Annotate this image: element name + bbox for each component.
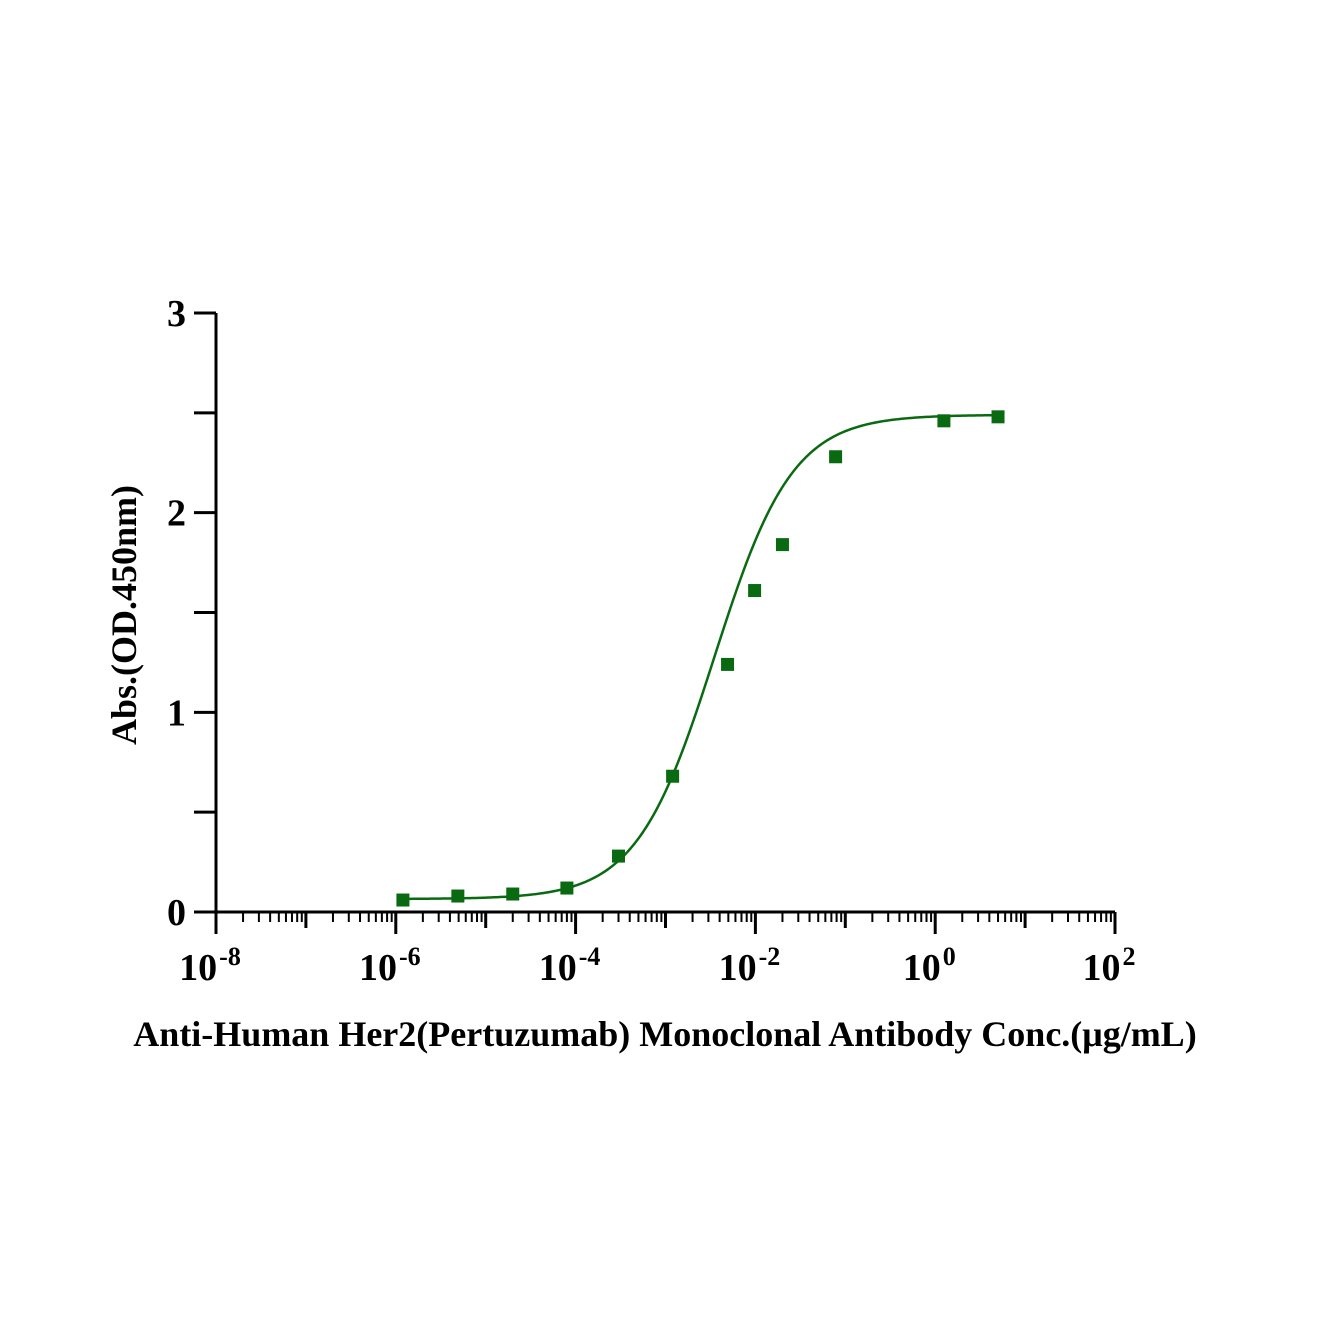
axes: 0 1 2 3 10-8 10-6 10-4 10-2 100 102 xyxy=(167,293,1136,989)
data-point xyxy=(451,889,465,903)
x-tick-label: 10-8 xyxy=(179,942,241,989)
data-point xyxy=(560,881,574,895)
data-point xyxy=(748,584,762,598)
labels: Abs.(OD.450nm) Anti-Human Her2(Pertuzuma… xyxy=(104,485,1197,1054)
data-point xyxy=(721,657,735,671)
x-axis-label: Anti-Human Her2(Pertuzumab) Monoclonal A… xyxy=(133,1014,1196,1054)
x-tick-label: 10-6 xyxy=(359,942,421,989)
y-tick-label: 2 xyxy=(167,493,186,535)
x-tick-label: 102 xyxy=(1083,942,1136,989)
x-tick-label: 10-4 xyxy=(539,942,601,989)
data-point xyxy=(396,893,410,907)
y-axis-label: Abs.(OD.450nm) xyxy=(104,485,144,745)
data-point xyxy=(937,414,951,428)
data-point xyxy=(611,849,625,863)
fit-curve-layer xyxy=(402,413,999,901)
data-point xyxy=(775,538,789,552)
x-tick-label: 10-2 xyxy=(719,942,781,989)
x-tick-label: 100 xyxy=(903,942,956,989)
y-tick-label: 3 xyxy=(167,293,186,335)
data-point xyxy=(991,410,1005,424)
data-point xyxy=(666,769,680,783)
y-tick-label: 0 xyxy=(167,892,186,934)
data-points xyxy=(396,410,1005,907)
data-point xyxy=(506,887,520,901)
y-tick-label: 1 xyxy=(167,692,186,734)
data-point xyxy=(829,450,843,464)
fit-curve xyxy=(402,413,999,901)
